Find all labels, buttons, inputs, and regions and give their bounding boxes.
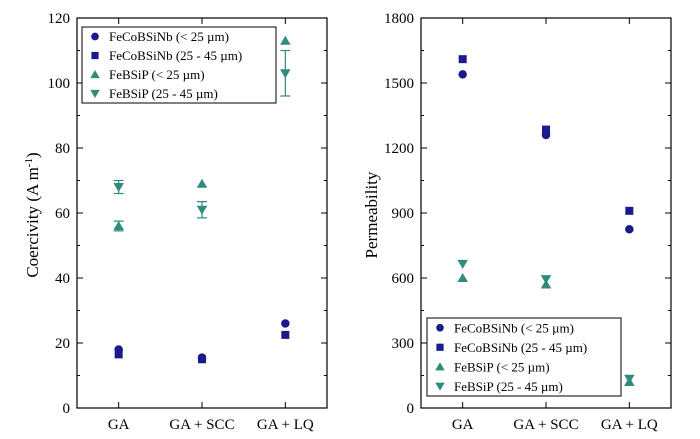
x-tick-label: GA [108, 417, 130, 433]
legend-entry: FeCoBSiNb (25 - 45 µm) [109, 48, 242, 63]
data-point [457, 259, 468, 269]
y-tick-label: 0 [63, 401, 71, 417]
y-tick-label: 80 [55, 141, 70, 157]
y-tick-label: 1500 [384, 76, 414, 92]
x-tick-label: GA + SCC [513, 417, 578, 433]
y-tick-label: 40 [55, 271, 70, 287]
coercivity-panel: Coercivity (A m-1) 0 20 40 60 80 100 120 GA GA +… [23, 11, 328, 433]
legend-marker [90, 70, 100, 79]
data-point [196, 178, 208, 188]
y-tick-label: 1200 [384, 141, 414, 157]
data-point [540, 275, 552, 285]
data-point [280, 69, 291, 79]
data-point [113, 183, 124, 192]
legend-entry: FeCoBSiNb (< 25 µm) [109, 29, 229, 44]
data-point [624, 374, 635, 384]
legend-entry: FeBSiP (25 - 45 µm) [454, 379, 563, 394]
legend-marker [91, 32, 99, 41]
data-point [457, 273, 468, 282]
x-tick-label: GA [452, 417, 474, 433]
data-point [625, 225, 634, 234]
data-point [458, 70, 467, 79]
data-point [625, 206, 634, 215]
x-tick-label: GA + SCC [169, 417, 234, 433]
legend-marker [435, 382, 445, 391]
data-point [281, 330, 290, 339]
y-tick-label: 20 [55, 336, 70, 352]
data-point [281, 319, 290, 328]
coercivity-axis-title: Coercivity (A m-1) [23, 152, 42, 277]
data-point [113, 221, 124, 230]
data-point [198, 355, 206, 364]
data-point [542, 125, 550, 134]
legend-marker [90, 89, 100, 98]
y-tick-label: 300 [392, 336, 415, 352]
data-point [280, 35, 291, 45]
permeability-axis-title: Permeability [362, 171, 381, 258]
y-tick-label: 900 [392, 206, 415, 222]
y-tick-label: 1800 [384, 11, 414, 27]
legend-box [426, 317, 622, 397]
permeability-panel: Permeability 0 300 600 900 1200 1500 1800 GA GA … [362, 11, 672, 433]
legend-entry: FeCoBSiNb (25 - 45 µm) [454, 340, 587, 355]
x-tick-label: GA + LQ [257, 417, 314, 433]
y-tick-label: 600 [392, 271, 415, 287]
data-point [196, 205, 208, 215]
legend-entry: FeBSiP (< 25 µm) [109, 67, 205, 82]
legend-entry: FeBSiP (< 25 µm) [454, 359, 550, 374]
legend-entry: FeBSiP (25 - 45 µm) [109, 86, 218, 101]
data-point [114, 350, 123, 359]
x-tick-label: GA + LQ [601, 417, 658, 433]
y-tick-label: 100 [48, 76, 71, 92]
y-tick-label: 0 [407, 401, 415, 417]
data-point [458, 55, 467, 64]
legend-marker [436, 343, 444, 351]
legend-box [81, 26, 277, 104]
legend-marker [91, 51, 99, 60]
legend-marker [435, 362, 445, 371]
y-tick-label: 120 [48, 11, 71, 27]
y-tick-label: 60 [55, 206, 70, 222]
legend-marker [436, 323, 444, 332]
legend-entry: FeCoBSiNb (< 25 µm) [454, 320, 574, 335]
